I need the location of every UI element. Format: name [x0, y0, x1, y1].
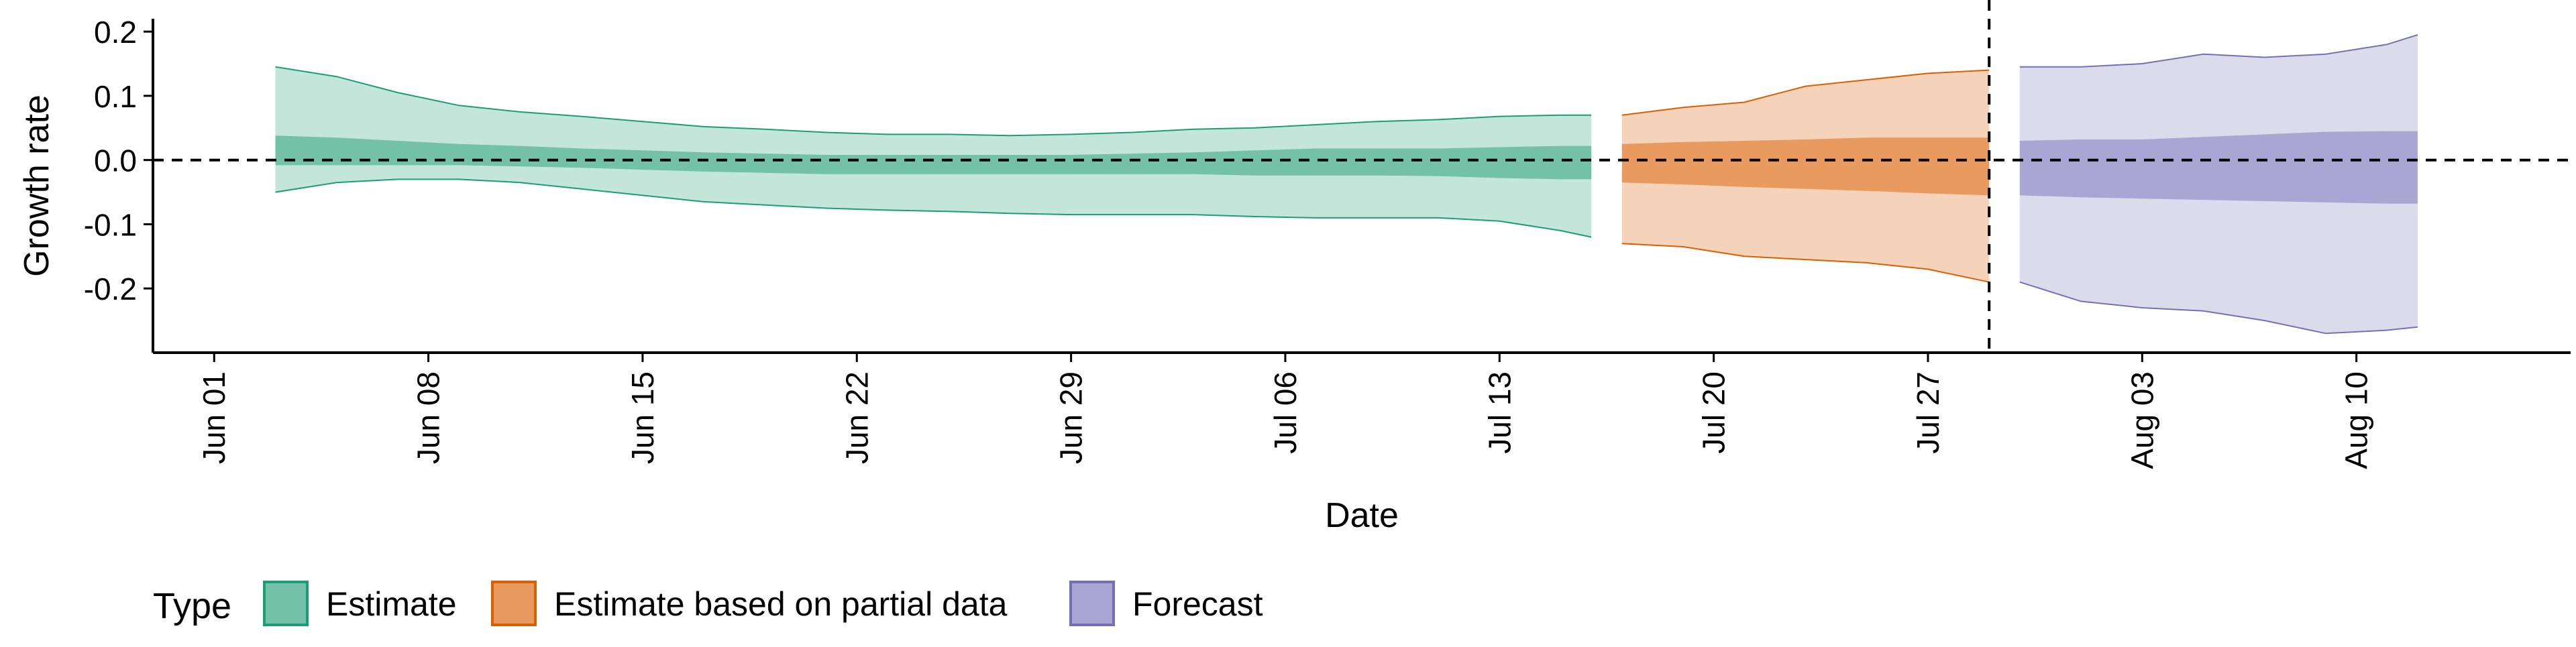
x-tick-label: Jun 15 — [625, 371, 660, 464]
y-tick-label: 0.2 — [94, 15, 137, 50]
x-tick-label: Jun 22 — [839, 371, 874, 464]
x-tick-label: Aug 03 — [2125, 371, 2159, 469]
y-tick-label: -0.1 — [84, 207, 137, 242]
x-tick-label: Jul 13 — [1482, 371, 1517, 454]
y-tick-label: 0.0 — [94, 143, 137, 178]
legend-key-0 — [263, 581, 309, 626]
series-2-outer-upper-edge — [2019, 34, 2418, 68]
y-tick-label: -0.2 — [84, 272, 137, 306]
x-tick-label: Jul 27 — [1911, 371, 1945, 454]
axes: -0.2 -0.1 0.0 0.1 0.2 Jun 01 Jun 08 Jun 15 Jun 2… — [84, 15, 2571, 469]
series-0-outer-upper-edge — [275, 66, 1592, 137]
x-tick-label: Jul 20 — [1697, 371, 1731, 454]
legend-label-1: Estimate based on partial data — [554, 585, 1008, 623]
series-1-group — [1621, 69, 1990, 283]
y-axis-label: Growth rate — [17, 95, 56, 277]
x-tick-label: Jun 29 — [1054, 371, 1089, 464]
series-2-inner-band — [2019, 131, 2418, 204]
y-tick-label: 0.1 — [94, 79, 137, 114]
x-axis-label: Date — [1325, 496, 1399, 535]
series-1-inner-band — [1621, 137, 1990, 196]
legend: Type Estimate Estimate based on partial d… — [153, 581, 1263, 626]
series-1-outer-lower-edge — [1621, 243, 1990, 283]
x-tick-label: Jun 01 — [197, 371, 231, 464]
series-2-group — [2019, 34, 2418, 335]
series-2-outer-lower-edge — [2019, 281, 2418, 335]
series-0-inner-band — [275, 135, 1592, 180]
series-0-group — [275, 66, 1592, 238]
x-tick-label: Jun 08 — [411, 371, 446, 464]
legend-title: Type — [153, 586, 231, 626]
series-1-outer-upper-edge — [1621, 69, 1990, 116]
legend-key-2 — [1069, 581, 1115, 626]
legend-label-2: Forecast — [1132, 585, 1263, 623]
reference-lines — [153, 0, 2571, 353]
x-tick-label: Jul 06 — [1268, 371, 1303, 454]
legend-key-1 — [491, 581, 537, 626]
legend-label-0: Estimate — [326, 585, 457, 623]
x-tick-label: Aug 10 — [2339, 371, 2374, 469]
series-0-outer-band — [275, 66, 1592, 237]
series-0-outer-lower-edge — [275, 178, 1592, 238]
band-layer — [275, 34, 2418, 335]
